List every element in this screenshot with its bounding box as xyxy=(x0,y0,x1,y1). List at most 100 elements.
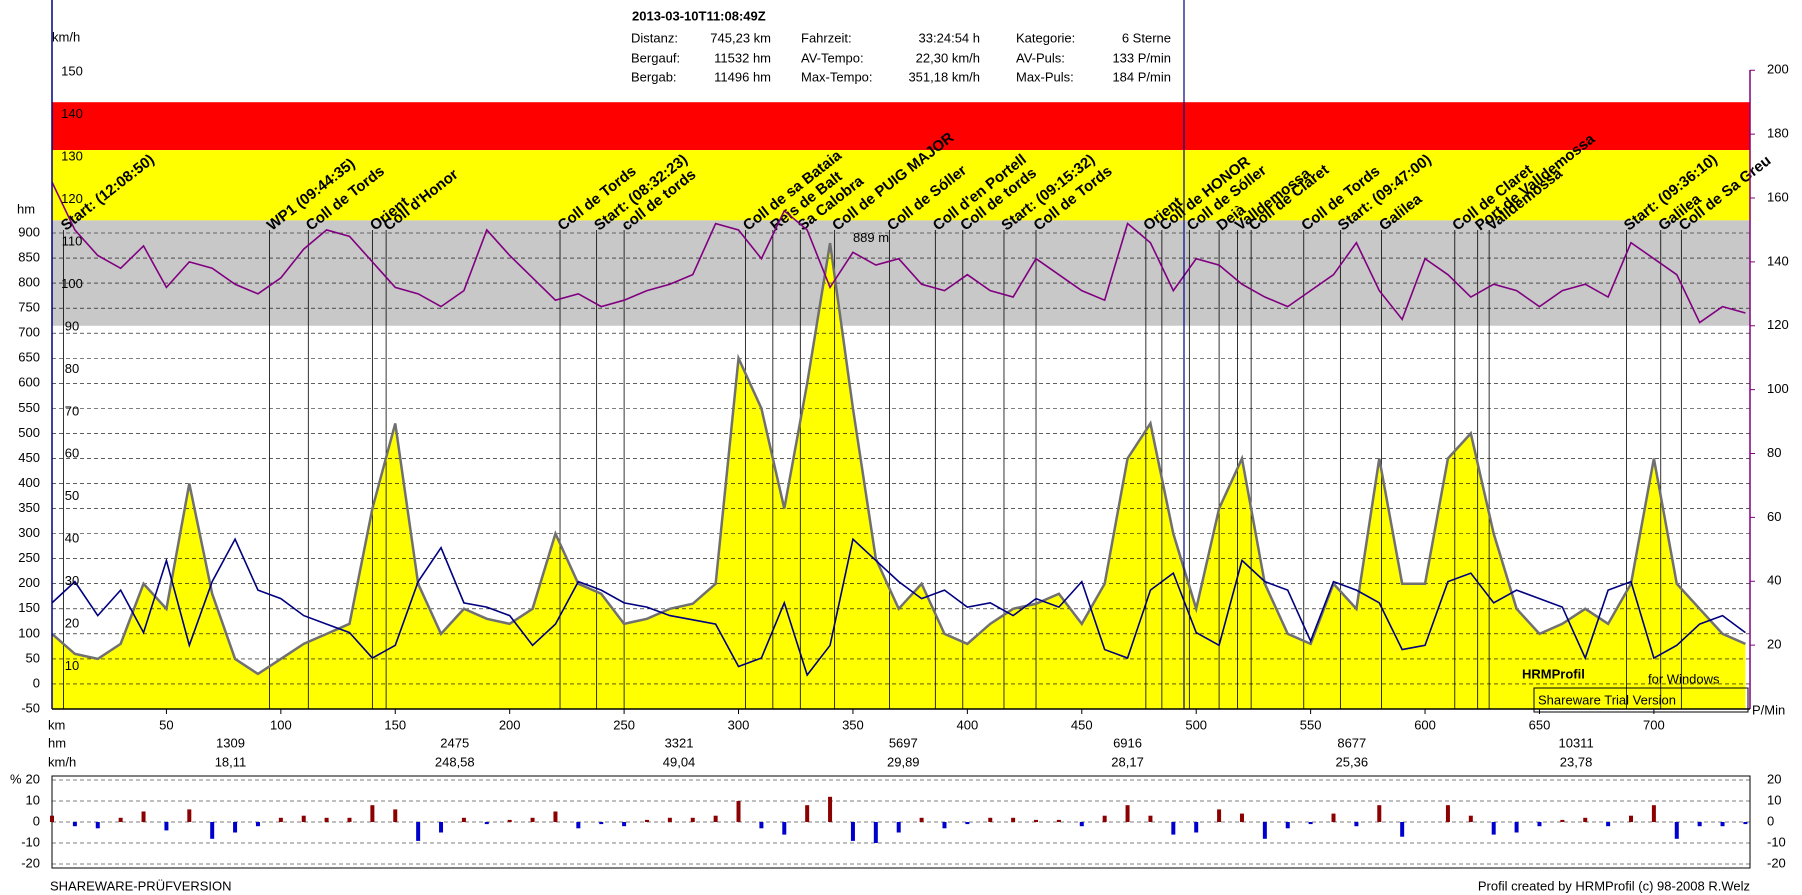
gradient-bar xyxy=(141,811,146,822)
gradient-bar xyxy=(1217,809,1222,822)
summary-value: 6916 xyxy=(1113,735,1142,750)
hm-tick-label: 650 xyxy=(18,350,40,365)
watermark-platform: for Windows xyxy=(1648,671,1720,686)
gradient-bar xyxy=(1331,813,1336,822)
gradient-bar xyxy=(1537,822,1542,827)
gradient-bar xyxy=(1354,822,1359,827)
stat-value: 22,30 km/h xyxy=(916,50,980,65)
summary-value: 1309 xyxy=(216,735,245,750)
gradient-bar xyxy=(942,822,947,829)
gradient-bar xyxy=(1468,815,1473,822)
gradient-bar xyxy=(805,805,810,822)
gradient-bar xyxy=(873,822,878,843)
x-tick-label: 450 xyxy=(1071,717,1093,732)
gradient-tick-label: 0 xyxy=(33,813,40,828)
hm-axis-title: hm xyxy=(17,201,35,216)
stat-label: Distanz: xyxy=(631,30,678,45)
hm-tick-label: 750 xyxy=(18,300,40,315)
gradient-bar xyxy=(1308,822,1313,825)
hm-tick-label: 0 xyxy=(33,675,40,690)
pulse-tick-label: 40 xyxy=(1767,573,1781,588)
gradient-bar xyxy=(1743,822,1748,825)
gradient-bar xyxy=(1056,819,1061,822)
x-tick-label: 200 xyxy=(499,717,521,732)
summary-value: 18,11 xyxy=(215,754,247,769)
pulse-tick-label: 100 xyxy=(1767,381,1789,396)
gradient-tick-label: -20 xyxy=(21,855,40,870)
gradient-bar xyxy=(1079,822,1084,827)
pulse-zone xyxy=(52,220,1750,326)
elevation-line xyxy=(51,242,1746,676)
gradient-bar xyxy=(644,819,649,822)
stat-value: 11496 hm xyxy=(714,69,771,84)
x-tick-label: 250 xyxy=(613,717,635,732)
speed-tick-label: 150 xyxy=(61,64,83,79)
stat-value: 33:24:54 h xyxy=(919,30,980,45)
gradient-bar xyxy=(1606,822,1611,827)
speed-axis-title: km/h xyxy=(52,29,80,44)
gradient-bar xyxy=(1194,822,1199,833)
summary-value: 28,17 xyxy=(1111,754,1144,769)
summary-value: 23,78 xyxy=(1560,754,1593,769)
gradient-axis-title: % xyxy=(10,771,22,786)
gradient-bar xyxy=(95,822,100,829)
peak-annotation: 889 m xyxy=(853,230,889,245)
gradient-bar xyxy=(187,809,192,822)
stat-value: 351,18 km/h xyxy=(908,69,980,84)
gradient-bar xyxy=(484,822,489,825)
gradient-bar xyxy=(233,822,238,833)
speed-tick-label: 90 xyxy=(65,318,79,333)
x-tick-label: 300 xyxy=(728,717,750,732)
gradient-bar xyxy=(347,817,352,822)
gradient-bar xyxy=(118,817,123,822)
stat-label: Fahrzeit: xyxy=(801,30,852,45)
gradient-bar xyxy=(1651,805,1656,822)
pulse-tick-label: 200 xyxy=(1767,62,1789,77)
x-tick-label: 350 xyxy=(842,717,864,732)
gradient-bar xyxy=(759,822,764,829)
summary-label: km/h xyxy=(48,754,76,769)
summary-value: 25,36 xyxy=(1336,754,1369,769)
hm-tick-label: -50 xyxy=(21,700,40,715)
speed-tick-label: 100 xyxy=(61,276,83,291)
gradient-bar xyxy=(713,815,718,822)
hm-tick-label: 300 xyxy=(18,525,40,540)
hm-tick-label: 350 xyxy=(18,500,40,515)
stat-value: 745,23 km xyxy=(710,30,771,45)
summary-value: 2475 xyxy=(440,735,469,750)
x-tick-label: 700 xyxy=(1643,717,1665,732)
x-tick-label: 100 xyxy=(270,717,292,732)
gradient-bar xyxy=(1262,822,1267,839)
hm-tick-label: 100 xyxy=(18,625,40,640)
pulse-zone xyxy=(52,102,1750,151)
gradient-tick-label-right: -10 xyxy=(1767,834,1786,849)
gradient-bar xyxy=(1560,819,1565,822)
pulse-tick-label: 140 xyxy=(1767,253,1789,268)
gradient-bar xyxy=(1125,805,1130,822)
x-tick-label: 150 xyxy=(384,717,406,732)
speed-tick-label: 10 xyxy=(65,658,79,673)
gradient-bar xyxy=(1102,815,1107,822)
speed-tick-label: 110 xyxy=(62,233,83,248)
gradient-bar xyxy=(530,817,535,822)
x-tick-label: 550 xyxy=(1300,717,1322,732)
pulse-tick-label: 180 xyxy=(1767,126,1789,141)
hm-tick-label: 200 xyxy=(18,575,40,590)
gradient-bar xyxy=(1514,822,1519,833)
hm-tick-label: 150 xyxy=(18,600,40,615)
gradient-bar xyxy=(736,801,741,822)
gradient-bar xyxy=(1674,822,1679,839)
gradient-tick-label: -10 xyxy=(21,834,40,849)
speed-tick-label: 80 xyxy=(65,361,79,376)
speed-tick-label: 40 xyxy=(65,531,79,546)
gradient-bar xyxy=(439,822,444,833)
pulse-axis-title: P/Min xyxy=(1752,702,1785,717)
gradient-bar xyxy=(1583,817,1588,822)
hm-tick-label: 850 xyxy=(18,249,40,264)
summary-value: 49,04 xyxy=(663,754,696,769)
summary-value: 29,89 xyxy=(887,754,920,769)
gradient-bar xyxy=(850,822,855,841)
pulse-tick-label: 80 xyxy=(1767,445,1781,460)
stat-label: AV-Tempo: xyxy=(801,50,864,65)
